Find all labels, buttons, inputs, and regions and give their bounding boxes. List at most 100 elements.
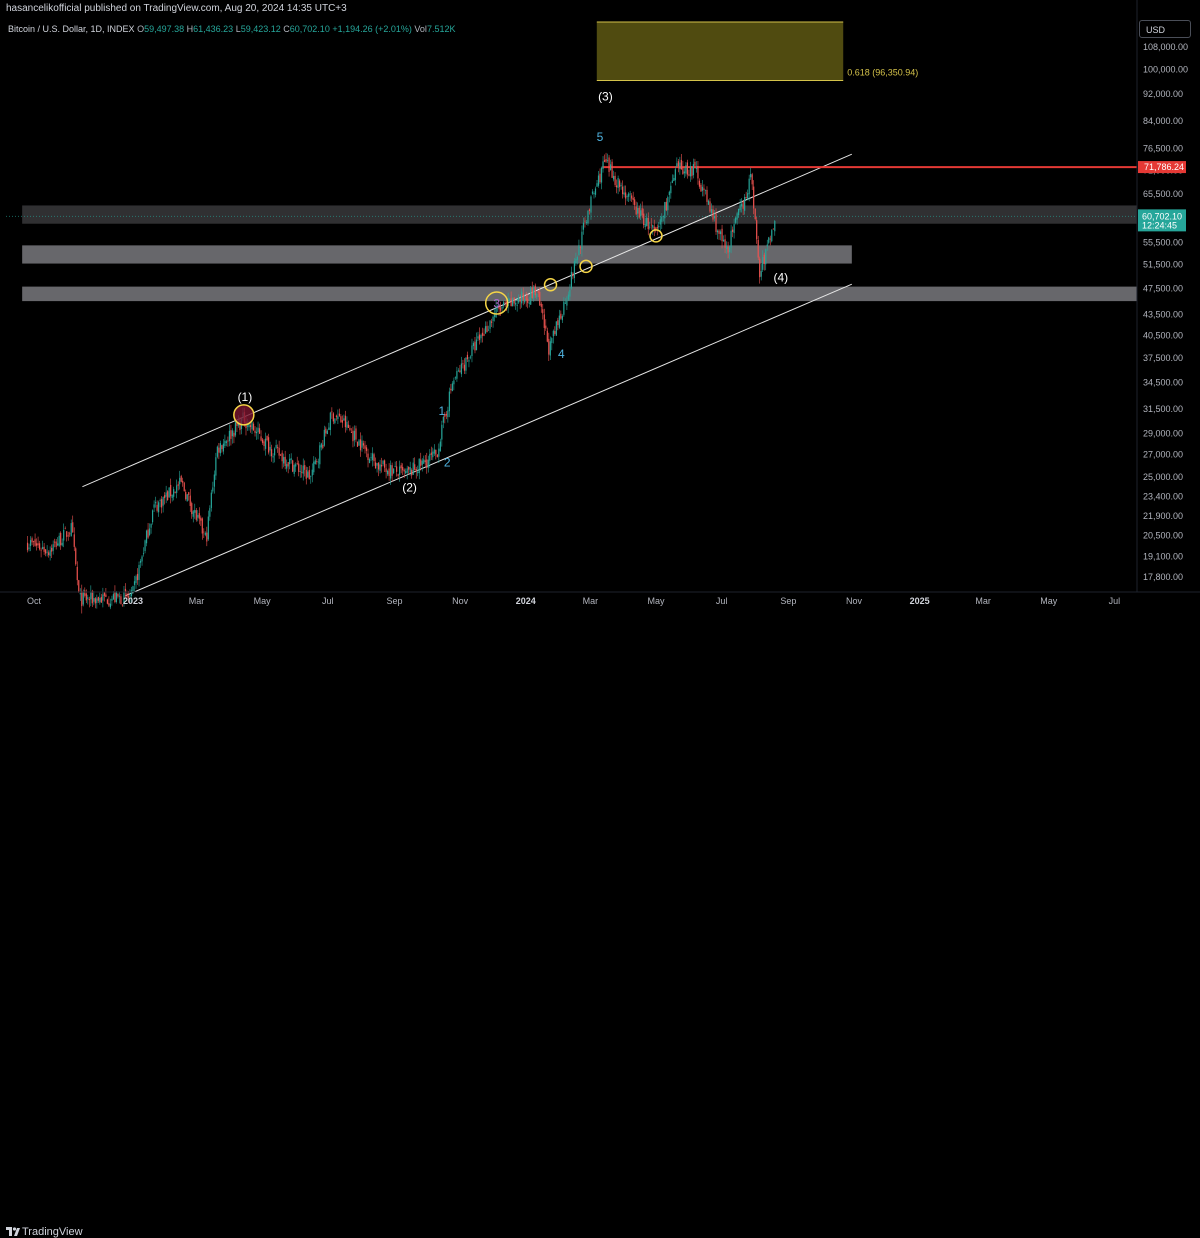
candle-body bbox=[359, 439, 362, 451]
y-tick-label: 20,500.00 bbox=[1143, 530, 1183, 540]
candle-body bbox=[593, 193, 595, 194]
candle-body bbox=[283, 457, 285, 464]
candle-body bbox=[99, 597, 101, 603]
candle-body bbox=[658, 225, 660, 228]
candle-body bbox=[441, 424, 443, 440]
candle-body bbox=[646, 217, 648, 226]
candle-body bbox=[382, 460, 384, 465]
candle-body bbox=[462, 363, 464, 365]
candle-body bbox=[656, 226, 658, 229]
candle-body bbox=[551, 338, 553, 344]
candle-body bbox=[147, 529, 149, 538]
candle-body bbox=[352, 430, 354, 442]
candle-body bbox=[261, 439, 264, 443]
candle-body bbox=[289, 458, 291, 465]
candle-body bbox=[456, 371, 458, 379]
wave-label: 2 bbox=[444, 456, 451, 470]
candle-body bbox=[126, 593, 128, 597]
candle-body bbox=[388, 468, 390, 476]
candle-body bbox=[161, 499, 163, 508]
candle-body bbox=[390, 464, 392, 479]
candle-body bbox=[287, 462, 289, 467]
candle-body bbox=[353, 430, 356, 441]
candle-body bbox=[519, 299, 521, 302]
candle-body bbox=[506, 301, 508, 305]
candle-body bbox=[341, 420, 344, 423]
candle-body bbox=[682, 167, 684, 175]
open-label: O bbox=[137, 24, 145, 34]
candle-body bbox=[317, 461, 319, 463]
symbol-name[interactable]: Bitcoin / U.S. Dollar, 1D, INDEX bbox=[8, 24, 135, 34]
candle-body bbox=[322, 444, 324, 448]
candle-body bbox=[493, 315, 496, 317]
candle-body bbox=[460, 363, 463, 375]
candle-body bbox=[662, 215, 664, 217]
y-tick-label: 92,000.00 bbox=[1143, 89, 1183, 99]
candle-body bbox=[43, 546, 45, 552]
candle-body bbox=[141, 556, 143, 562]
candle-body bbox=[260, 436, 262, 441]
candle-body bbox=[228, 430, 231, 442]
candle-body bbox=[549, 341, 551, 356]
price-chart[interactable]: 0.618 (96,350.94) (1) (2) (3) (4) 1 2 3 4 5 108,00… bbox=[0, 0, 1200, 632]
candle-body bbox=[305, 469, 307, 479]
candle-body bbox=[153, 504, 155, 508]
candle-body bbox=[206, 532, 208, 542]
candle-body bbox=[198, 513, 200, 519]
candle-body bbox=[180, 476, 182, 482]
candle-body bbox=[26, 542, 29, 551]
candle-body bbox=[703, 188, 705, 190]
candle-body bbox=[212, 487, 214, 492]
candle-body bbox=[151, 510, 154, 523]
candle-body bbox=[221, 445, 223, 450]
candle-body bbox=[337, 416, 339, 420]
candle-body bbox=[625, 192, 627, 199]
candle-body bbox=[189, 495, 191, 506]
candle-body bbox=[414, 464, 416, 470]
candle-body bbox=[38, 543, 41, 550]
candle-body bbox=[558, 315, 560, 328]
tradingview-brand[interactable]: TradingView bbox=[22, 1226, 83, 1238]
candle-body bbox=[258, 428, 261, 434]
candle-body bbox=[498, 304, 500, 310]
candle-body bbox=[69, 533, 71, 535]
support-zone bbox=[22, 286, 1137, 302]
y-tick-label: 29,000.00 bbox=[1143, 429, 1183, 439]
candle-body bbox=[753, 186, 755, 209]
candle-body bbox=[756, 220, 758, 240]
y-tick-label: 21,900.00 bbox=[1143, 511, 1183, 521]
candle-body bbox=[222, 443, 224, 452]
candle-body bbox=[408, 467, 410, 470]
candle-body bbox=[326, 430, 328, 435]
candle-body bbox=[115, 591, 118, 603]
candle-body bbox=[730, 230, 732, 248]
y-tick-label: 34,500.00 bbox=[1143, 377, 1183, 387]
candle-body bbox=[725, 245, 728, 249]
candle-body bbox=[600, 167, 603, 183]
candle-body bbox=[745, 197, 747, 199]
candle-body bbox=[741, 203, 743, 207]
candle-body bbox=[474, 341, 476, 351]
candle-body bbox=[396, 466, 398, 472]
candle-body bbox=[623, 192, 625, 195]
symbol-legend: Bitcoin / U.S. Dollar, 1D, INDEX O59,497… bbox=[8, 24, 455, 34]
candle-body bbox=[355, 428, 357, 440]
candle-body bbox=[343, 418, 345, 421]
candle-body bbox=[759, 258, 761, 278]
volume-label: Vol bbox=[414, 24, 427, 34]
candle-body bbox=[213, 474, 215, 487]
x-tick-label: Oct bbox=[27, 596, 42, 606]
candle-body bbox=[129, 595, 131, 597]
candle-body bbox=[560, 313, 562, 319]
candle-body bbox=[483, 334, 485, 336]
currency-selector[interactable]: USD bbox=[1139, 20, 1191, 38]
candle-body bbox=[135, 576, 137, 583]
y-tick-label: 65,500.00 bbox=[1143, 189, 1183, 199]
candle-body bbox=[496, 306, 499, 308]
candle-body bbox=[73, 534, 75, 547]
y-tick-label: 55,500.00 bbox=[1143, 238, 1183, 248]
candle-body bbox=[255, 431, 258, 434]
last-price-label: 60,702.10 bbox=[1142, 211, 1182, 221]
candle-body bbox=[40, 549, 42, 551]
candle-body bbox=[631, 195, 633, 199]
